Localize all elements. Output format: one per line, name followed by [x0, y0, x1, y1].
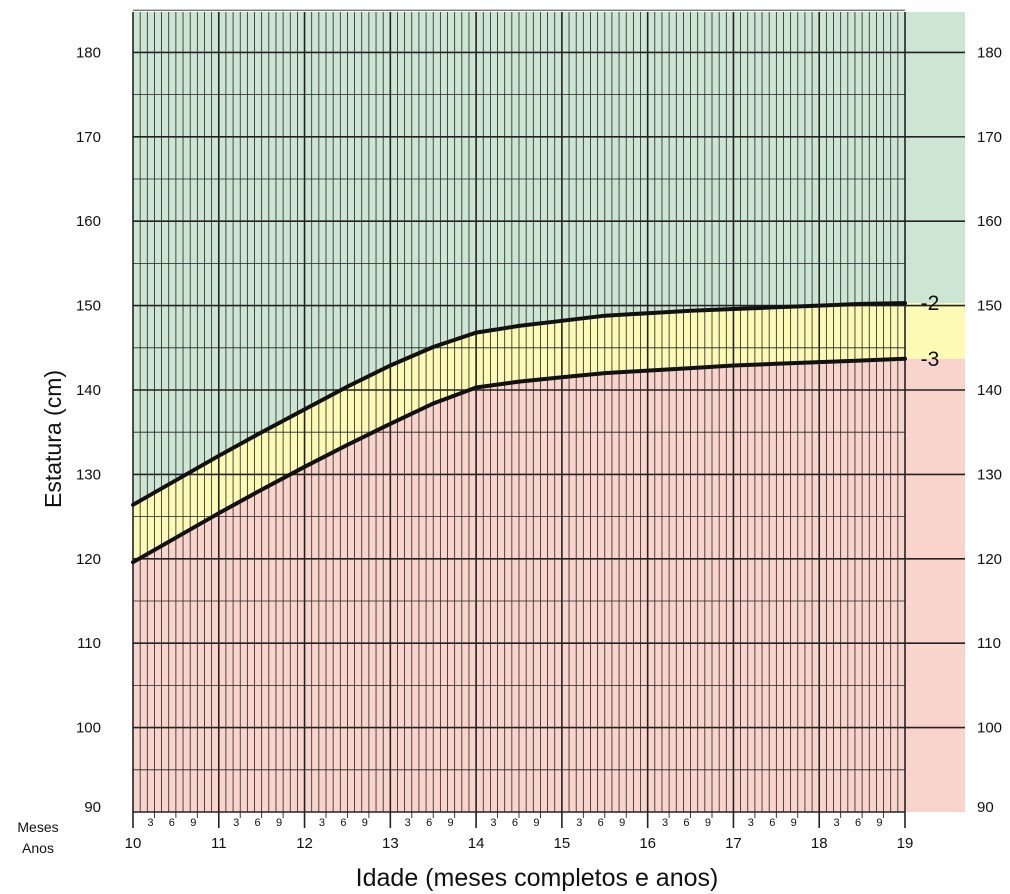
x-tick-label: 16	[639, 835, 656, 852]
y-tick-label-left: 180	[76, 44, 101, 61]
month-tick-label: 3	[662, 817, 668, 829]
y-tick-label-right: 120	[977, 551, 1002, 568]
y-tick-label-left: 100	[76, 720, 101, 737]
y-tick-label-left: 160	[76, 213, 101, 230]
month-tick-label: 3	[748, 817, 754, 829]
month-tick-label: 9	[876, 817, 882, 829]
month-tick-label: 6	[683, 817, 689, 829]
x-tick-label: 10	[125, 835, 142, 852]
month-tick-label: 3	[576, 817, 582, 829]
y-tick-label-left: 140	[76, 382, 101, 399]
x-axis-label: Idade (meses completos e anos)	[356, 864, 719, 892]
y-axis-label: Estatura (cm)	[40, 370, 66, 508]
x-tick-label: 11	[211, 835, 227, 852]
band-below	[133, 358, 965, 812]
months-row-label: Meses	[17, 819, 58, 835]
month-tick-label: 9	[276, 817, 282, 829]
month-tick-label: 6	[769, 817, 775, 829]
month-tick-label: 6	[255, 817, 261, 829]
y-tick-label-left: 90	[84, 799, 101, 816]
month-tick-label: 6	[855, 817, 861, 829]
y-tick-label-left: 170	[76, 129, 101, 146]
y-tick-label-left: 150	[76, 298, 101, 315]
x-tick-label: 14	[468, 835, 485, 852]
month-tick-label: 3	[405, 817, 411, 829]
band-between	[133, 303, 965, 563]
series-label: -3	[921, 348, 940, 371]
x-tick-label: 17	[725, 835, 742, 852]
y-tick-label-left: 110	[77, 635, 101, 652]
chart-grid	[132, 9, 965, 828]
month-tick-label: 9	[448, 817, 454, 829]
month-tick-label: 3	[319, 817, 325, 829]
y-tick-label-right: 110	[977, 635, 1001, 652]
series-line-0	[131, 301, 907, 507]
month-tick-label: 9	[705, 817, 711, 829]
tick-labels: 90 90 100 100 110 110 120 120 130 130 140 140 150 150…	[76, 44, 1002, 852]
y-tick-label-left: 130	[76, 466, 101, 483]
month-tick-label: 3	[233, 817, 239, 829]
y-tick-label-right: 100	[977, 720, 1002, 737]
month-tick-label: 3	[490, 817, 496, 829]
y-tick-label-right: 130	[977, 466, 1002, 483]
series-line-1	[131, 356, 907, 565]
years-row-label: Anos	[22, 840, 54, 856]
month-tick-label: 9	[190, 817, 196, 829]
y-tick-label-right: 180	[977, 44, 1002, 61]
zone-bands	[133, 12, 965, 812]
band-above	[133, 12, 965, 505]
month-tick-label: 3	[834, 817, 840, 829]
y-tick-label-right: 170	[977, 129, 1002, 146]
month-tick-label: 9	[619, 817, 625, 829]
x-tick-label: 18	[811, 835, 828, 852]
month-tick-label: 9	[791, 817, 797, 829]
x-tick-label: 15	[554, 835, 571, 852]
month-tick-label: 6	[426, 817, 432, 829]
month-tick-label: 9	[533, 817, 539, 829]
y-tick-label-right: 160	[977, 213, 1002, 230]
series-lines: -2 -3	[131, 292, 940, 565]
month-tick-label: 9	[362, 817, 368, 829]
x-tick-label: 12	[296, 835, 313, 852]
month-tick-label: 6	[340, 817, 346, 829]
x-tick-label: 13	[382, 835, 399, 852]
y-tick-label-left: 120	[76, 551, 101, 568]
y-tick-label-right: 150	[977, 298, 1002, 315]
x-tick-label: 19	[897, 835, 914, 852]
series-label: -2	[921, 292, 940, 315]
month-tick-label: 6	[169, 817, 175, 829]
month-tick-label: 6	[598, 817, 604, 829]
y-tick-label-right: 90	[977, 799, 994, 816]
month-tick-label: 6	[512, 817, 518, 829]
month-tick-label: 3	[147, 817, 153, 829]
y-tick-label-right: 140	[977, 382, 1002, 399]
